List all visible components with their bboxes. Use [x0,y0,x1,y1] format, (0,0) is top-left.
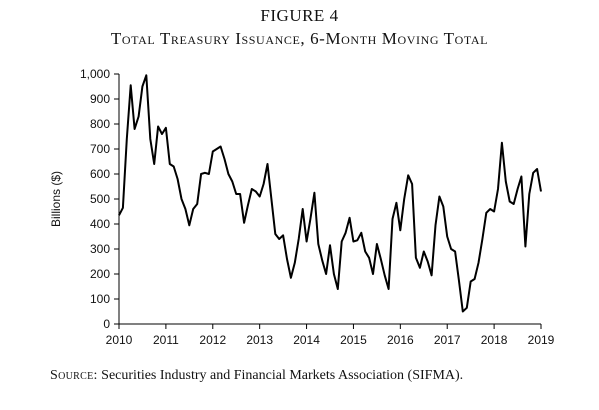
chart-title: Total Treasury Issuance, 6-Month Moving … [110,29,489,48]
y-tick-label: 500 [90,192,110,206]
source-label: Source: [50,368,98,383]
x-axis-ticks: 2010 2011 2012 2013 2014 2015 2016 2017 2018 2019 [106,324,555,347]
y-tick-label: 200 [90,267,110,281]
x-tick-label: 2016 [387,333,414,347]
x-tick-label: 2013 [246,333,273,347]
y-tick-label: 400 [90,217,110,231]
y-tick-label: 800 [90,117,110,131]
x-tick-label: 2011 [153,333,179,347]
x-tick-label: 2010 [106,333,133,347]
y-tick-label: 900 [90,92,110,106]
x-tick-label: 2015 [340,333,367,347]
y-tick-label: 0 [103,317,110,331]
y-tick-label: 300 [90,242,110,256]
y-tick-label: 100 [90,292,110,306]
x-tick-label: 2014 [293,333,320,347]
x-tick-label: 2018 [481,333,508,347]
y-axis-ticks: 0 100 200 300 400 500 600 700 800 900 1,000 [80,67,119,331]
x-tick-label: 2017 [434,333,461,347]
x-tick-label: 2019 [528,333,555,347]
series-line [118,74,542,313]
y-tick-label: 600 [90,167,110,181]
y-axis-label: Billions ($) [49,171,63,227]
source-text: Securities Industry and Financial Market… [97,368,464,383]
y-tick-label: 700 [90,142,110,156]
source-note: Source: Securities Industry and Financia… [50,368,463,384]
x-tick-label: 2012 [199,333,226,347]
figure-label: FIGURE 4 [260,6,339,25]
y-tick-label: 1,000 [80,67,110,81]
